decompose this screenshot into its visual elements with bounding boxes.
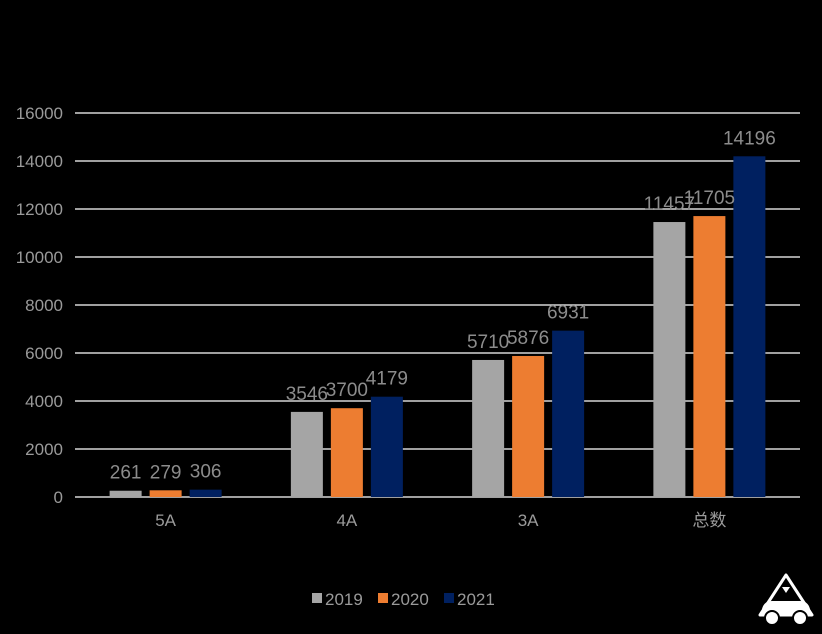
- bar-2020-1: [330, 408, 363, 497]
- legend-label: 2020: [391, 590, 429, 609]
- bar-2020-2: [512, 355, 545, 497]
- data-label: 11705: [684, 188, 735, 209]
- bar-2020-3: [693, 216, 726, 497]
- legend-label: 2021: [457, 590, 495, 609]
- data-label: 3546: [286, 384, 328, 405]
- bar-2021-0: [189, 489, 222, 497]
- data-label: 306: [190, 462, 222, 483]
- data-label: 11457: [644, 194, 695, 215]
- legend-swatch: [378, 593, 388, 603]
- bar-2020-0: [149, 490, 182, 497]
- bar-2019-2: [472, 359, 505, 497]
- y-tick-label: 2000: [25, 440, 63, 459]
- car-logo-icon: [758, 573, 814, 626]
- y-axis-ticks: 0 2000 4000 6000 8000 10000 12000 14000 16000: [16, 104, 63, 507]
- data-label: 14196: [723, 128, 776, 149]
- bar-2019-1: [290, 411, 323, 497]
- data-label: 5876: [507, 328, 549, 349]
- category-label: 3A: [518, 511, 539, 530]
- legend: 2019 2020 2021: [312, 590, 495, 609]
- legend-swatch: [444, 593, 454, 603]
- data-label: 6931: [547, 303, 589, 324]
- data-label: 5710: [467, 332, 509, 353]
- data-label: 279: [150, 462, 182, 483]
- category-label: 5A: [155, 511, 176, 530]
- bars: [109, 156, 766, 498]
- y-tick-label: 4000: [25, 392, 63, 411]
- y-tick-label: 14000: [16, 152, 63, 171]
- bar-2021-1: [370, 396, 403, 497]
- bar-2021-3: [733, 156, 766, 497]
- bar-2019-3: [653, 222, 686, 498]
- data-label: 4179: [366, 369, 408, 390]
- y-tick-label: 6000: [25, 344, 63, 363]
- category-label: 4A: [336, 511, 357, 530]
- category-label: 总数: [692, 511, 726, 530]
- x-axis-categories: 5A 4A 3A 总数: [155, 511, 726, 530]
- y-tick-label: 10000: [16, 248, 63, 267]
- legend-label: 2019: [325, 590, 363, 609]
- y-tick-label: 0: [54, 488, 63, 507]
- y-tick-label: 8000: [25, 296, 63, 315]
- bar-2021-2: [552, 330, 585, 497]
- y-tick-label: 12000: [16, 200, 63, 219]
- bar-2019-0: [109, 490, 142, 497]
- y-tick-label: 16000: [16, 104, 63, 123]
- gridlines: [75, 112, 800, 498]
- data-label: 261: [110, 463, 142, 484]
- data-label: 3700: [326, 380, 368, 401]
- legend-swatch: [312, 593, 322, 603]
